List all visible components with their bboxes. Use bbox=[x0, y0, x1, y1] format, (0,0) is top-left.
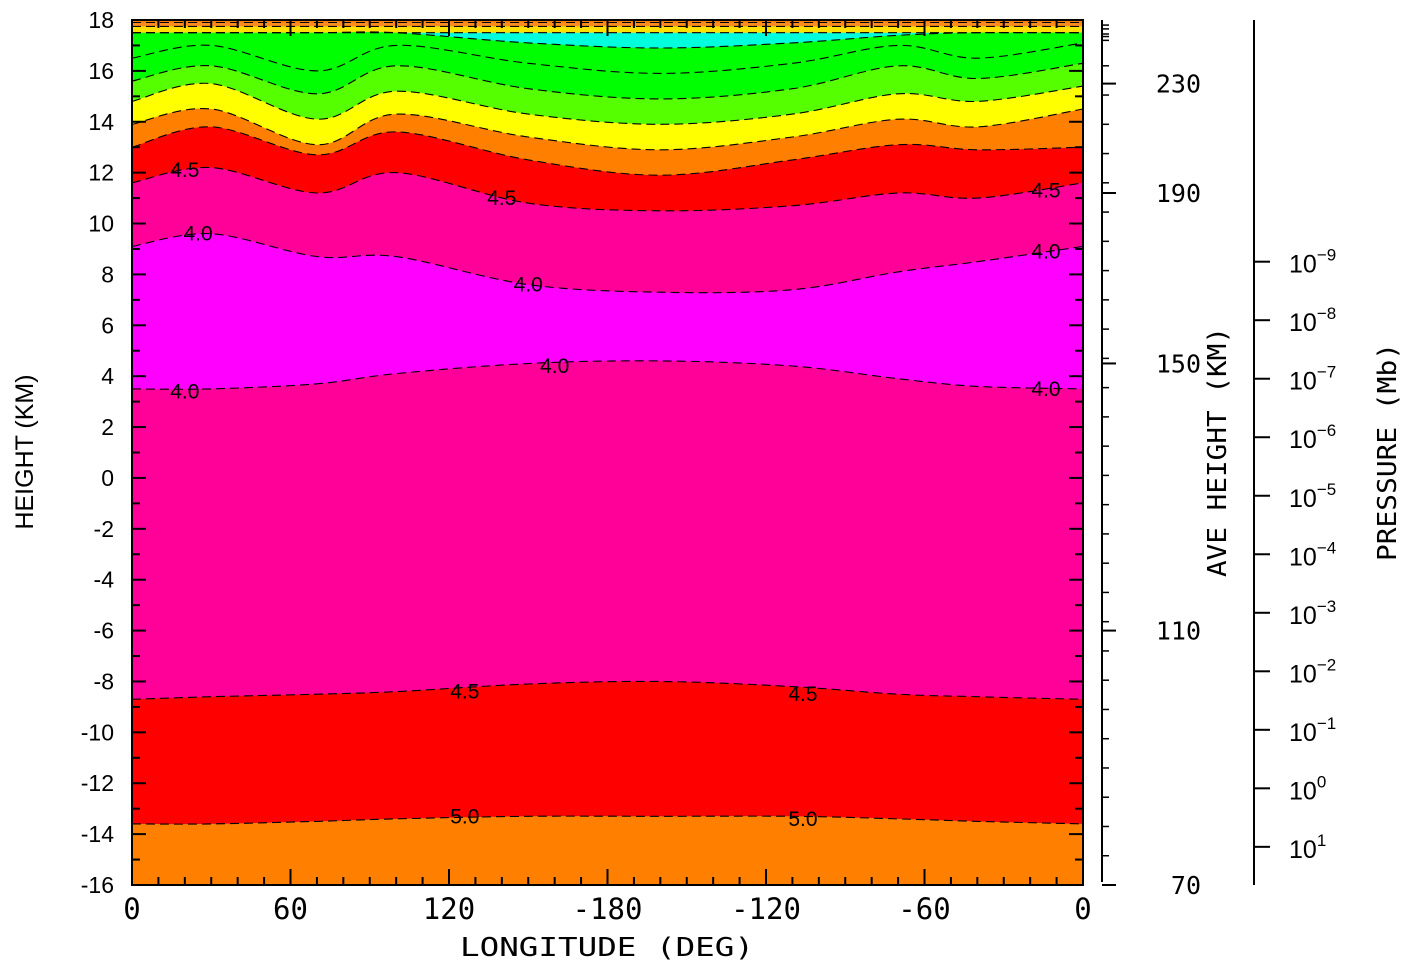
pressure-tick-exponent: 0 bbox=[1317, 772, 1326, 791]
pressure-tick-label: 10−9 bbox=[1289, 246, 1336, 279]
contour-fills bbox=[132, 20, 1083, 886]
pressure-tick-label: 10−3 bbox=[1289, 597, 1336, 630]
contour-label: 5.0 bbox=[450, 805, 479, 828]
pressure-tick-label: 10−1 bbox=[1289, 714, 1336, 747]
pressure-tick-label: 10−2 bbox=[1289, 655, 1336, 688]
contour-label: 4.5 bbox=[788, 683, 817, 706]
y-tick-label: 12 bbox=[88, 160, 114, 186]
pressure-tick-exponent: −5 bbox=[1317, 480, 1336, 499]
pressure-tick-exponent: −8 bbox=[1317, 304, 1336, 323]
pressure-tick-label: 10−5 bbox=[1289, 480, 1336, 513]
contour-line-11 bbox=[131, 360, 1084, 390]
pressure-tick-base: 10 bbox=[1289, 836, 1317, 864]
pressure-tick-base: 10 bbox=[1289, 660, 1317, 688]
y-tick-label: -2 bbox=[94, 516, 114, 542]
pressure-tick-base: 10 bbox=[1289, 719, 1317, 747]
pressure-tick-label: 10−7 bbox=[1289, 363, 1336, 396]
y-tick-label: -14 bbox=[81, 821, 114, 847]
x-tick-label: -120 bbox=[731, 892, 801, 926]
x-tick-label: 0 bbox=[1074, 892, 1091, 926]
contour-line-9 bbox=[131, 166, 1084, 212]
y-tick-label: 14 bbox=[88, 109, 114, 135]
pressure-tick-exponent: −4 bbox=[1317, 538, 1336, 557]
y-tick-label: -10 bbox=[81, 719, 114, 745]
pressure-tick-exponent: −1 bbox=[1317, 714, 1336, 733]
y-tick-label: 0 bbox=[101, 465, 114, 491]
y-tick-label: 2 bbox=[101, 414, 114, 440]
pressure-tick-base: 10 bbox=[1289, 426, 1317, 454]
contour-line-13 bbox=[131, 815, 1084, 825]
pressure-tick-label: 10−4 bbox=[1289, 538, 1336, 571]
pressure-tick-exponent: 1 bbox=[1317, 831, 1326, 850]
bottom-axis: 0 60 120 -180 -120 -60 0 bbox=[123, 20, 1092, 926]
x-tick-label: 0 bbox=[123, 892, 140, 926]
pressure-tick-label: 10−6 bbox=[1289, 421, 1336, 454]
pressure-tick-exponent: −2 bbox=[1317, 655, 1336, 674]
pressure-tick-label: 100 bbox=[1289, 772, 1326, 805]
contour-label: 4.0 bbox=[183, 223, 212, 246]
pressure-tick-exponent: −7 bbox=[1317, 363, 1336, 382]
pressure-tick-label: 10−8 bbox=[1289, 304, 1336, 337]
contour-line-8 bbox=[131, 126, 1084, 176]
left-axis: 18 16 14 12 10 8 6 4 2 0 -2 -4 -6 -8 -10 -12 -14 -16 bbox=[81, 7, 1083, 898]
pressure-tick-label: 101 bbox=[1289, 831, 1326, 864]
contour-label: 4.5 bbox=[170, 159, 199, 182]
pressure-tick-base: 10 bbox=[1289, 543, 1317, 571]
pressure-tick-exponent: −9 bbox=[1317, 246, 1336, 265]
pressure-tick-base: 10 bbox=[1289, 485, 1317, 513]
right-axis-height-label: AVE HEIGHT (KM) bbox=[1203, 327, 1233, 577]
contour-lines bbox=[131, 21, 1084, 825]
x-axis-label: LONGITUDE (DEG) bbox=[460, 933, 754, 963]
contour-line-10 bbox=[131, 233, 1084, 294]
contour-band-13 bbox=[132, 816, 1083, 885]
y-tick-label: 4 bbox=[101, 363, 114, 389]
contour-line-4 bbox=[131, 42, 1084, 74]
x-tick-label: -180 bbox=[573, 892, 643, 926]
contour-label: 4.0 bbox=[540, 355, 569, 378]
contour-label: 4.0 bbox=[170, 380, 199, 403]
y-tick-label: -4 bbox=[94, 567, 115, 593]
ave-height-tick-label: 70 bbox=[1171, 871, 1201, 900]
pressure-tick-base: 10 bbox=[1289, 368, 1317, 396]
right-axis-pressure: 10−910−810−710−610−510−410−310−210−11001… bbox=[1253, 20, 1336, 885]
y-tick-label: -12 bbox=[81, 770, 114, 796]
y-tick-label: -8 bbox=[94, 668, 114, 694]
pressure-tick-base: 10 bbox=[1289, 309, 1317, 337]
x-tick-label: 60 bbox=[273, 892, 308, 926]
contour-label: 4.0 bbox=[514, 274, 543, 297]
pressure-tick-exponent: −6 bbox=[1317, 421, 1336, 440]
contour-line-7 bbox=[131, 108, 1084, 151]
x-tick-label: 120 bbox=[423, 892, 475, 926]
ave-height-tick-label: 150 bbox=[1156, 349, 1201, 378]
y-tick-label: -6 bbox=[94, 618, 114, 644]
pressure-tick-base: 10 bbox=[1289, 602, 1317, 630]
contour-label: 5.0 bbox=[788, 808, 817, 831]
x-tick-label: -60 bbox=[898, 892, 950, 926]
right-axis-ave-height: 230 190 150 110 70 bbox=[1101, 20, 1201, 900]
contour-line-12 bbox=[131, 680, 1084, 700]
pressure-tick-base: 10 bbox=[1289, 251, 1317, 279]
y-tick-label: -16 bbox=[81, 872, 114, 898]
y-tick-label: 18 bbox=[88, 7, 114, 33]
y-tick-label: 10 bbox=[88, 211, 114, 237]
contour-labels: 4.5 4.5 4.5 4.0 4.0 4.0 4.0 4.0 4.0 4.5 4.5 5.0 5.0 bbox=[170, 159, 1060, 831]
contour-label: 4.0 bbox=[1031, 378, 1060, 401]
ave-height-tick-label: 230 bbox=[1156, 70, 1201, 99]
contour-line-3 bbox=[132, 31, 1084, 49]
contour-label: 4.5 bbox=[487, 187, 516, 210]
ave-height-tick-label: 190 bbox=[1156, 179, 1201, 208]
contour-label: 4.0 bbox=[1031, 241, 1060, 264]
y-axis-label: HEIGHT (KM) bbox=[11, 374, 39, 529]
contour-label: 4.5 bbox=[450, 681, 479, 704]
pressure-tick-base: 10 bbox=[1289, 777, 1317, 805]
y-tick-label: 6 bbox=[101, 312, 114, 338]
pressure-tick-exponent: −3 bbox=[1317, 597, 1336, 616]
right-axis-pressure-label: PRESSURE (Mb) bbox=[1373, 343, 1403, 561]
contour-label: 4.5 bbox=[1031, 179, 1060, 202]
ave-height-tick-label: 110 bbox=[1156, 617, 1201, 646]
contour-line-5 bbox=[131, 62, 1084, 100]
y-tick-label: 16 bbox=[88, 58, 114, 84]
y-tick-label: 8 bbox=[101, 261, 114, 287]
